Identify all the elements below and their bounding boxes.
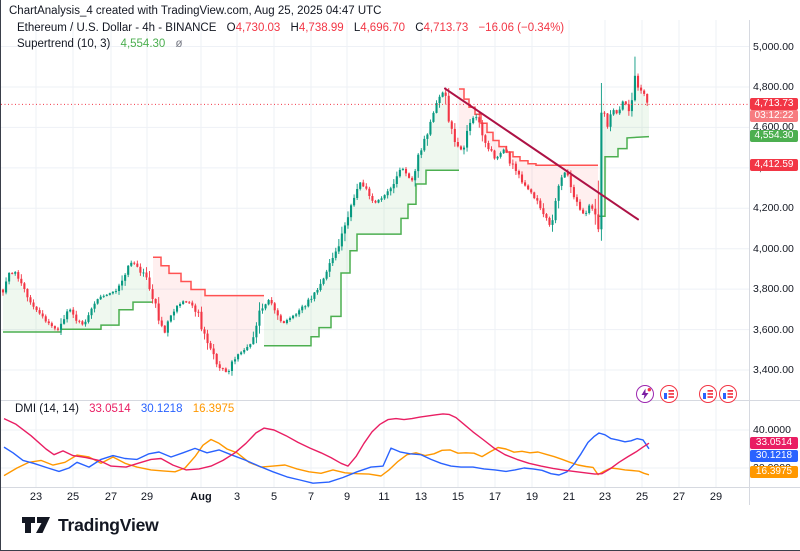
price-tick-label: 3,400.00 (753, 364, 794, 377)
time-tick-label: 7 (307, 491, 315, 503)
tradingview-logo-text: TradingView (58, 514, 159, 535)
supertrend-legend: Supertrend (10, 3) 4,554.30 ø (17, 38, 183, 50)
time-tick-label: 29 (709, 491, 723, 503)
dmi-name: DMI (14, 14) (15, 403, 79, 415)
chart-snapshot-marker-2[interactable] (699, 385, 717, 403)
dmi-adx-badge: 33.0514 (750, 437, 798, 449)
tradingview-logo-icon (22, 517, 50, 533)
low-value: 4,696.70 (360, 22, 405, 34)
countdown-badge: 03:12:22 (750, 110, 798, 122)
time-tick-label: 23 (29, 491, 43, 503)
mini-chart-icon (703, 390, 713, 399)
dmi-tick-40: 40.0000 (753, 424, 791, 436)
time-tick-label: 27 (672, 491, 686, 503)
dmi-legend: DMI (14, 14) 33.0514 30.1218 16.3975 (15, 403, 234, 415)
supertrend-price-badge: 4,554.30 (750, 130, 798, 142)
high-value: 4,738.99 (298, 22, 344, 34)
supertrend-name: Supertrend (10, 3) (17, 38, 111, 50)
symbol-title: Ethereum / U.S. Dollar - 4h - BINANCE (17, 22, 217, 34)
price-tick-label: 4,200.00 (753, 202, 794, 215)
lightning-icon (641, 388, 651, 400)
mini-chart-icon (723, 390, 733, 399)
time-tick-label: 5 (270, 491, 278, 503)
chart-snapshot-marker-3[interactable] (719, 385, 737, 403)
price-tick-label: 3,600.00 (753, 323, 794, 336)
time-tick-label: 23 (598, 491, 612, 503)
close-label: C (415, 22, 424, 34)
time-tick-label: 25 (635, 491, 649, 503)
price-tick-label: 5,000.00 (753, 40, 794, 53)
time-tick-label: 21 (562, 491, 576, 503)
close-value: 4,713.73 (423, 22, 469, 34)
price-tick-label: 4,800.00 (753, 80, 794, 93)
dmi-adx-value: 33.0514 (89, 403, 131, 415)
time-tick-label: 17 (488, 491, 502, 503)
price-tick-label: 4,000.00 (753, 242, 794, 255)
symbol-legend: Ethereum / U.S. Dollar - 4h - BINANCE O4… (17, 22, 564, 34)
time-tick-label: 11 (378, 491, 390, 503)
header-title: ChartAnalysis_4 created with TradingView… (9, 5, 382, 17)
time-tick-label: 29 (140, 491, 154, 503)
dmi-plusdi-value: 30.1218 (140, 403, 183, 415)
price-tick-label: 3,800.00 (753, 283, 794, 296)
time-tick-label: 15 (451, 491, 465, 503)
high-label: H (290, 22, 299, 34)
change-value: −16.06 (−0.34%) (478, 22, 565, 34)
tradingview-logo[interactable]: TradingView (21, 514, 159, 536)
time-tick-label: 19 (525, 491, 539, 503)
mini-chart-icon (664, 390, 674, 399)
open-value: 4,730.03 (235, 22, 281, 34)
signal-lightning-marker[interactable] (636, 385, 654, 403)
time-tick-label: 27 (104, 491, 118, 503)
source-toggle-icon[interactable]: ø (175, 38, 183, 50)
chart-snapshot-marker-1[interactable] (660, 385, 678, 403)
low-label: L (353, 22, 361, 34)
time-tick-label: 13 (414, 491, 428, 503)
dmi-minusdi-badge: 16.3975 (750, 466, 798, 478)
dmi-minusdi-value: 16.3975 (192, 403, 235, 415)
time-tick-label: 9 (343, 491, 351, 503)
supertrend-value: 4,554.30 (120, 38, 166, 50)
time-tick-label: Aug (190, 491, 212, 503)
last-price-badge: 4,713.73 (750, 98, 798, 110)
dmi-plusdi-badge: 30.1218 (750, 450, 798, 462)
open-label: O (226, 22, 236, 34)
time-tick-label: 25 (66, 491, 80, 503)
time-tick-label: 3 (233, 491, 241, 503)
supertrend-stop-badge: 4,412.59 (750, 159, 798, 171)
